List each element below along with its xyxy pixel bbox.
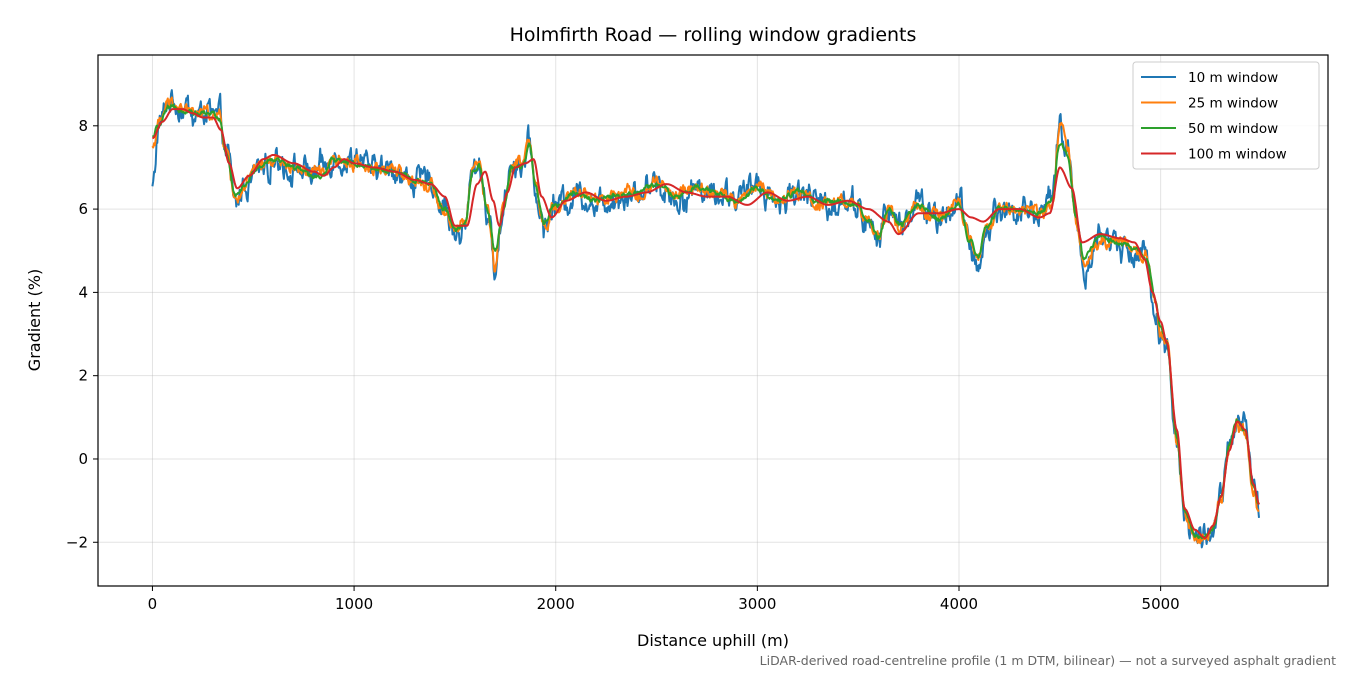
y-tick-label: 0: [78, 450, 88, 468]
y-tick-label: 4: [78, 283, 88, 301]
legend: 10 m window 25 m window 50 m window 100 m w…: [1132, 61, 1320, 170]
legend-label: 50 m window: [1188, 121, 1278, 137]
x-tick-label: 1000: [335, 595, 373, 613]
series-line: [151, 103, 1260, 540]
x-tick-label: 5000: [1142, 595, 1180, 613]
y-tick-label: 8: [78, 117, 88, 135]
x-axis-ticks: 0 1000 2000 3000 4000 5000: [148, 586, 1180, 613]
chart-title: Holmfirth Road — rolling window gradient…: [510, 24, 917, 46]
y-tick-label: −2: [66, 533, 88, 551]
axes-frame: [97, 54, 1329, 587]
x-tick-label: 3000: [738, 595, 776, 613]
legend-label: 100 m window: [1188, 147, 1287, 163]
plot-area: [151, 89, 1260, 549]
y-tick-label: 2: [78, 367, 88, 385]
grid: [98, 55, 1328, 586]
y-tick-label: 6: [78, 200, 88, 218]
legend-label: 25 m window: [1188, 96, 1278, 112]
x-tick-label: 0: [148, 595, 158, 613]
x-axis-label: Distance uphill (m): [637, 631, 789, 650]
x-tick-label: 4000: [940, 595, 978, 613]
series-line: [152, 108, 1260, 540]
x-tick-label: 2000: [537, 595, 575, 613]
legend-label: 10 m window: [1188, 70, 1278, 86]
legend-box: [1132, 61, 1320, 170]
footnote: LiDAR-derived road-centreline profile (1…: [760, 653, 1336, 668]
y-axis-ticks: −2 0 2 4 6 8: [66, 117, 98, 551]
series-lines: [151, 89, 1260, 549]
y-axis-label: Gradient (%): [25, 269, 44, 371]
